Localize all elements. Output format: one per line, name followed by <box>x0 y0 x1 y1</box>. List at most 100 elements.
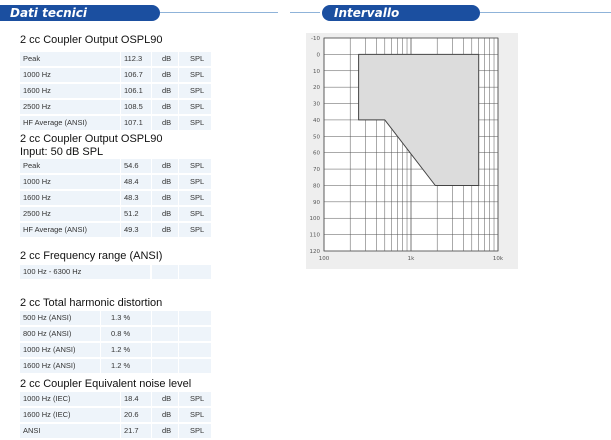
row-label: Peak <box>20 52 120 66</box>
row-value: 54.6 <box>121 159 151 173</box>
header-dati-tecnici-label: Dati tecnici <box>10 6 87 20</box>
row-ref: SPL <box>179 159 211 173</box>
row-unit: dB <box>152 84 178 98</box>
row-value: 1.3 % <box>101 311 151 325</box>
empty-cell <box>179 265 211 279</box>
y-tick-label: 80 <box>313 183 320 189</box>
row-label: 1000 Hz (IEC) <box>20 392 120 406</box>
thd-title: 2 cc Total harmonic distortion <box>20 297 163 309</box>
row-ref: SPL <box>179 100 211 114</box>
row-value: 1.2 % <box>101 359 151 373</box>
row-label: 500 Hz (ANSI) <box>20 311 100 325</box>
row-value: 21.7 <box>121 424 151 438</box>
row-label: 2500 Hz <box>20 207 120 221</box>
empty-cell <box>179 359 211 373</box>
row-ref: SPL <box>179 424 211 438</box>
input50-subtitle: Input: 50 dB SPL <box>20 146 104 158</box>
row-value: 20.6 <box>121 408 151 422</box>
header-left-divider <box>160 12 278 13</box>
row-label: ANSI <box>20 424 120 438</box>
empty-cell <box>179 343 211 357</box>
row-unit: dB <box>152 191 178 205</box>
row-label: 1600 Hz <box>20 191 120 205</box>
row-label: HF Average (ANSI) <box>20 116 120 130</box>
header-intervallo-label: Intervallo adattamento <box>334 6 422 36</box>
y-tick-label: 90 <box>313 200 320 206</box>
header-dati-tecnici: Dati tecnici <box>0 5 160 21</box>
row-label: Peak <box>20 159 120 173</box>
y-tick-label: 70 <box>313 167 320 173</box>
y-tick-label: 20 <box>313 85 320 91</box>
row-value: 108.5 <box>121 100 151 114</box>
freq-range-title: 2 cc Frequency range (ANSI) <box>20 250 163 262</box>
row-unit: dB <box>152 116 178 130</box>
y-tick-label: 60 <box>313 151 320 157</box>
row-value: 0.8 % <box>101 327 151 341</box>
row-unit: dB <box>152 159 178 173</box>
row-value: 106.7 <box>121 68 151 82</box>
empty-cell <box>152 359 178 373</box>
row-label: 1000 Hz <box>20 68 120 82</box>
row-label: 1600 Hz (IEC) <box>20 408 120 422</box>
ospl90-title: 2 cc Coupler Output OSPL90 <box>20 34 163 46</box>
row-ref: SPL <box>179 191 211 205</box>
row-label: 1600 Hz (ANSI) <box>20 359 100 373</box>
row-unit: dB <box>152 408 178 422</box>
row-label: 1600 Hz <box>20 84 120 98</box>
y-tick-label: 30 <box>313 102 320 108</box>
row-ref: SPL <box>179 223 211 237</box>
row-value: 106.1 <box>121 84 151 98</box>
row-label: 2500 Hz <box>20 100 120 114</box>
row-ref: SPL <box>179 408 211 422</box>
row-unit: dB <box>152 52 178 66</box>
input50-title: 2 cc Coupler Output OSPL90 <box>20 133 163 145</box>
y-tick-label: 100 <box>310 216 321 222</box>
row-ref: SPL <box>179 84 211 98</box>
row-value: 18.4 <box>121 392 151 406</box>
row-unit: dB <box>152 392 178 406</box>
fitting-range-area <box>358 53 480 186</box>
row-value: 48.3 <box>121 191 151 205</box>
header-right-divider <box>480 12 611 13</box>
noise-title: 2 cc Coupler Equivalent noise level <box>20 378 192 390</box>
empty-cell <box>152 265 178 279</box>
row-value: 112.3 <box>121 52 151 66</box>
row-value: 107.1 <box>121 116 151 130</box>
y-tick-label: -10 <box>311 36 320 42</box>
row-value: 1.2 % <box>101 343 151 357</box>
x-tick-label: 10k <box>493 256 504 262</box>
row-unit: dB <box>152 100 178 114</box>
header-intervallo-adattamento: Intervallo adattamento <box>322 5 480 36</box>
y-tick-label: 10 <box>313 69 320 75</box>
row-ref: SPL <box>179 175 211 189</box>
row-ref: SPL <box>179 116 211 130</box>
y-tick-label: 50 <box>313 134 320 140</box>
row-unit: dB <box>152 175 178 189</box>
y-tick-label: 40 <box>313 118 320 124</box>
row-unit: dB <box>152 68 178 82</box>
empty-cell <box>152 327 178 341</box>
empty-cell <box>179 327 211 341</box>
row-unit: dB <box>152 207 178 221</box>
x-tick-label: 100 <box>319 256 330 262</box>
empty-cell <box>152 343 178 357</box>
row-ref: SPL <box>179 68 211 82</box>
x-tick-label: 1k <box>408 256 415 262</box>
row-label: 1000 Hz <box>20 175 120 189</box>
row-value: 51.2 <box>121 207 151 221</box>
row-value: 48.4 <box>121 175 151 189</box>
row-label: 800 Hz (ANSI) <box>20 327 100 341</box>
empty-cell <box>152 311 178 325</box>
y-tick-label: 0 <box>317 52 321 58</box>
empty-cell <box>179 311 211 325</box>
row-value: 49.3 <box>121 223 151 237</box>
row-label: 1000 Hz (ANSI) <box>20 343 100 357</box>
row-ref: SPL <box>179 52 211 66</box>
row-ref: SPL <box>179 207 211 221</box>
freq-range-value: 100 Hz - 6300 Hz <box>20 265 150 279</box>
row-ref: SPL <box>179 392 211 406</box>
row-unit: dB <box>152 424 178 438</box>
row-unit: dB <box>152 223 178 237</box>
row-label: HF Average (ANSI) <box>20 223 120 237</box>
